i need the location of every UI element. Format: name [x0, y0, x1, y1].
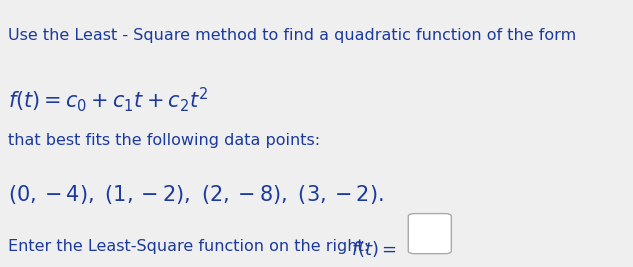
Text: $(0, -4),\ (1, -2),\ (2, -8),\ (3, -2).$: $(0, -4),\ (1, -2),\ (2, -8),\ (3, -2).$	[8, 183, 384, 206]
FancyBboxPatch shape	[408, 214, 451, 254]
Text: $f(t) =$: $f(t) =$	[351, 239, 398, 259]
Text: that best fits the following data points:: that best fits the following data points…	[8, 134, 320, 148]
Text: Use the Least - Square method to find a quadratic function of the form: Use the Least - Square method to find a …	[8, 28, 577, 43]
Text: Enter the Least-Square function on the right:: Enter the Least-Square function on the r…	[8, 239, 375, 254]
Text: $f(t) = c_0 + c_1t + c_2t^2$: $f(t) = c_0 + c_1t + c_2t^2$	[8, 85, 209, 114]
